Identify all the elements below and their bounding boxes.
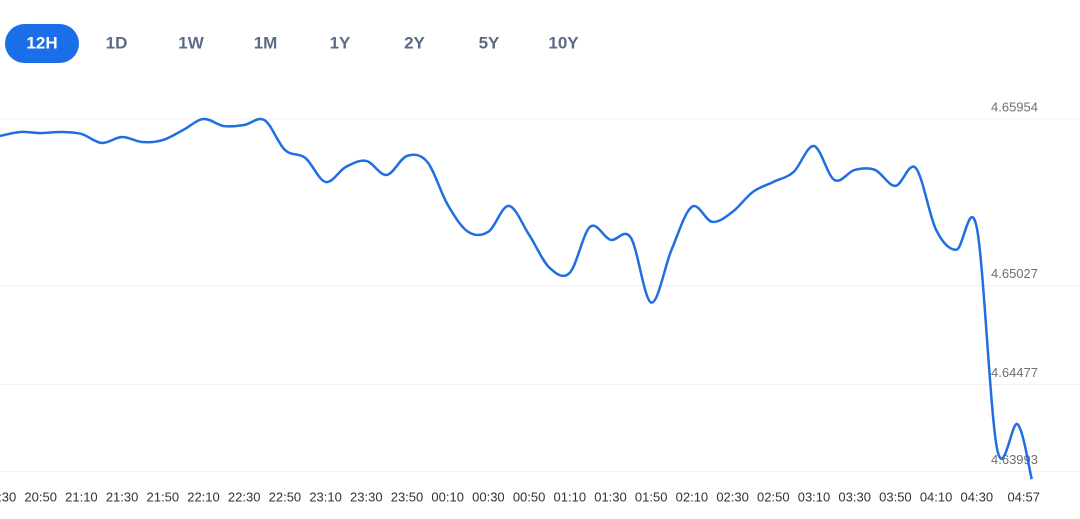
- x-tick-label: 23:50: [391, 489, 424, 504]
- y-tick-label: 4.64477: [991, 365, 1038, 380]
- x-tick-label: 03:10: [798, 489, 831, 504]
- x-tick-label: 01:50: [635, 489, 668, 504]
- y-tick-label: 4.65027: [991, 266, 1038, 281]
- x-tick-label: 00:30: [472, 489, 505, 504]
- x-tick-label: 04:10: [920, 489, 953, 504]
- x-tick-label: 03:50: [879, 489, 912, 504]
- x-tick-label: 00:10: [431, 489, 464, 504]
- range-tab[interactable]: 1W: [178, 33, 204, 52]
- x-tick-label: 00:50: [513, 489, 546, 504]
- selected-tab-bg[interactable]: [5, 24, 79, 63]
- x-tick-label: 23:30: [350, 489, 383, 504]
- x-tick-label: 04:57: [1007, 489, 1040, 504]
- x-tick-label: 02:30: [716, 489, 749, 504]
- x-tick-label: 21:10: [65, 489, 98, 504]
- x-tick-label: 21:30: [106, 489, 139, 504]
- x-tick-label: 22:50: [269, 489, 302, 504]
- x-tick-label: 23:10: [309, 489, 342, 504]
- x-tick-label: 01:30: [594, 489, 627, 504]
- x-tick-label: 04:30: [961, 489, 994, 504]
- x-tick-label: 20:30: [0, 489, 16, 504]
- selected-tab[interactable]: 12H: [26, 33, 57, 52]
- price-line: [0, 117, 1033, 480]
- range-tab[interactable]: 10Y: [548, 33, 579, 52]
- range-tab[interactable]: 1D: [106, 33, 128, 52]
- x-tick-label: 02:50: [757, 489, 790, 504]
- x-tick-label: 20:50: [24, 489, 57, 504]
- x-tick-label: 03:30: [838, 489, 871, 504]
- range-tab[interactable]: 5Y: [479, 33, 500, 52]
- x-tick-label: 01:10: [554, 489, 587, 504]
- range-tab[interactable]: 1M: [254, 33, 278, 52]
- x-tick-label: 02:10: [676, 489, 709, 504]
- x-tick-label: 22:30: [228, 489, 261, 504]
- x-tick-label: 21:50: [147, 489, 180, 504]
- range-tab[interactable]: 2Y: [404, 33, 425, 52]
- x-tick-label: 22:10: [187, 489, 220, 504]
- y-tick-label: 4.65954: [991, 99, 1038, 114]
- range-tab[interactable]: 1Y: [330, 33, 351, 52]
